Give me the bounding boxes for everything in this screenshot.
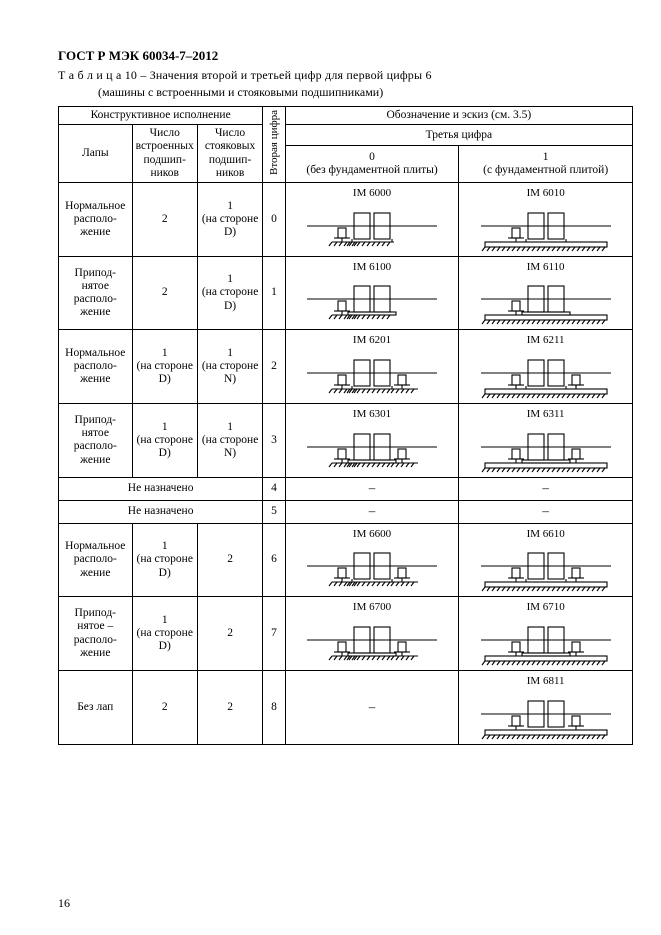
sketch-cell-1: IM 6311 (459, 404, 633, 478)
digit-cell: 3 (263, 404, 285, 478)
standard-number: ГОСТ Р МЭК 60034-7–2012 (58, 48, 633, 64)
main-table: Конструктивное исполнение Вторая цифра О… (58, 106, 633, 745)
builtin-cell: 1(на стороне D) (132, 523, 197, 597)
header-col1: 1(с фундаментной плитой) (459, 146, 633, 183)
header-col0: 0(без фундаментной плиты) (285, 146, 459, 183)
builtin-cell: 2 (132, 670, 197, 744)
im-label: IM 6700 (288, 601, 457, 614)
im-label: IM 6600 (288, 528, 457, 541)
digit-cell: 7 (263, 597, 285, 671)
feet-cell: Нормальное располо-жение (59, 330, 133, 404)
header-construction: Конструктивное исполнение (59, 107, 263, 125)
pedestal-cell: 2 (197, 670, 262, 744)
not-assigned: Не назначено (59, 477, 263, 500)
builtin-cell: 1(на стороне D) (132, 404, 197, 478)
pedestal-cell: 1(на стороне N) (197, 404, 262, 478)
feet-cell: Без лап (59, 670, 133, 744)
sketch-cell-0: IM 6201 (285, 330, 459, 404)
im-label: IM 6110 (461, 261, 630, 274)
im-label: IM 6311 (461, 408, 630, 421)
digit-cell: 0 (263, 183, 285, 257)
im-label: IM 6610 (461, 528, 630, 541)
pedestal-cell: 1(на стороне N) (197, 330, 262, 404)
sketch-cell-0: IM 6301 (285, 404, 459, 478)
feet-cell: Припод-нятое – располо-жение (59, 597, 133, 671)
digit-cell: 5 (263, 500, 285, 523)
sketch-cell-1: IM 6211 (459, 330, 633, 404)
sketch-cell-0: IM 6600 (285, 523, 459, 597)
dash-cell: – (459, 500, 633, 523)
sketch-cell-1: IM 6610 (459, 523, 633, 597)
feet-cell: Нормальное располо-жение (59, 183, 133, 257)
sketch-cell-1: IM 6811 (459, 670, 633, 744)
builtin-cell: 2 (132, 183, 197, 257)
sketch-cell-1: IM 6110 (459, 256, 633, 330)
dash-cell: – (285, 500, 459, 523)
digit-cell: 8 (263, 670, 285, 744)
header-third-digit: Третья цифра (285, 125, 632, 146)
table-title: Т а б л и ц а 10 – Значения второй и тре… (58, 68, 633, 83)
sketch-cell-0: IM 6700 (285, 597, 459, 671)
header-pedestal: Число стояковых подшип-ников (197, 125, 262, 183)
table-subtitle: (машины с встроенными и стояковыми подши… (98, 85, 633, 100)
sketch-cell-1: IM 6010 (459, 183, 633, 257)
header-second-digit: Вторая цифра (263, 107, 285, 183)
pedestal-cell: 1(на стороне D) (197, 183, 262, 257)
dash-cell: – (285, 477, 459, 500)
im-label: IM 6710 (461, 601, 630, 614)
feet-cell: Нормальное располо-жение (59, 523, 133, 597)
im-label: IM 6811 (461, 675, 630, 688)
im-label: IM 6201 (288, 334, 457, 347)
sketch-cell-0: IM 6000 (285, 183, 459, 257)
im-label: IM 6301 (288, 408, 457, 421)
im-label: IM 6000 (288, 187, 457, 200)
page-number: 16 (58, 896, 70, 911)
header-feet: Лапы (59, 125, 133, 183)
sketch-cell-1: IM 6710 (459, 597, 633, 671)
im-label: IM 6010 (461, 187, 630, 200)
builtin-cell: 1(на стороне D) (132, 330, 197, 404)
feet-cell: Припод-нятое располо-жение (59, 256, 133, 330)
header-builtin: Число встроенных подшип-ников (132, 125, 197, 183)
pedestal-cell: 1(на стороне D) (197, 256, 262, 330)
feet-cell: Припод-нятое располо-жение (59, 404, 133, 478)
builtin-cell: 2 (132, 256, 197, 330)
im-label: IM 6100 (288, 261, 457, 274)
dash-cell: – (459, 477, 633, 500)
im-label: IM 6211 (461, 334, 630, 347)
pedestal-cell: 2 (197, 597, 262, 671)
digit-cell: 1 (263, 256, 285, 330)
sketch-cell-0: IM 6100 (285, 256, 459, 330)
digit-cell: 6 (263, 523, 285, 597)
digit-cell: 4 (263, 477, 285, 500)
header-designation: Обозначение и эскиз (см. 3.5) (285, 107, 632, 125)
digit-cell: 2 (263, 330, 285, 404)
not-assigned: Не назначено (59, 500, 263, 523)
pedestal-cell: 2 (197, 523, 262, 597)
builtin-cell: 1(на стороне D) (132, 597, 197, 671)
sketch-cell-0: – (285, 670, 459, 744)
